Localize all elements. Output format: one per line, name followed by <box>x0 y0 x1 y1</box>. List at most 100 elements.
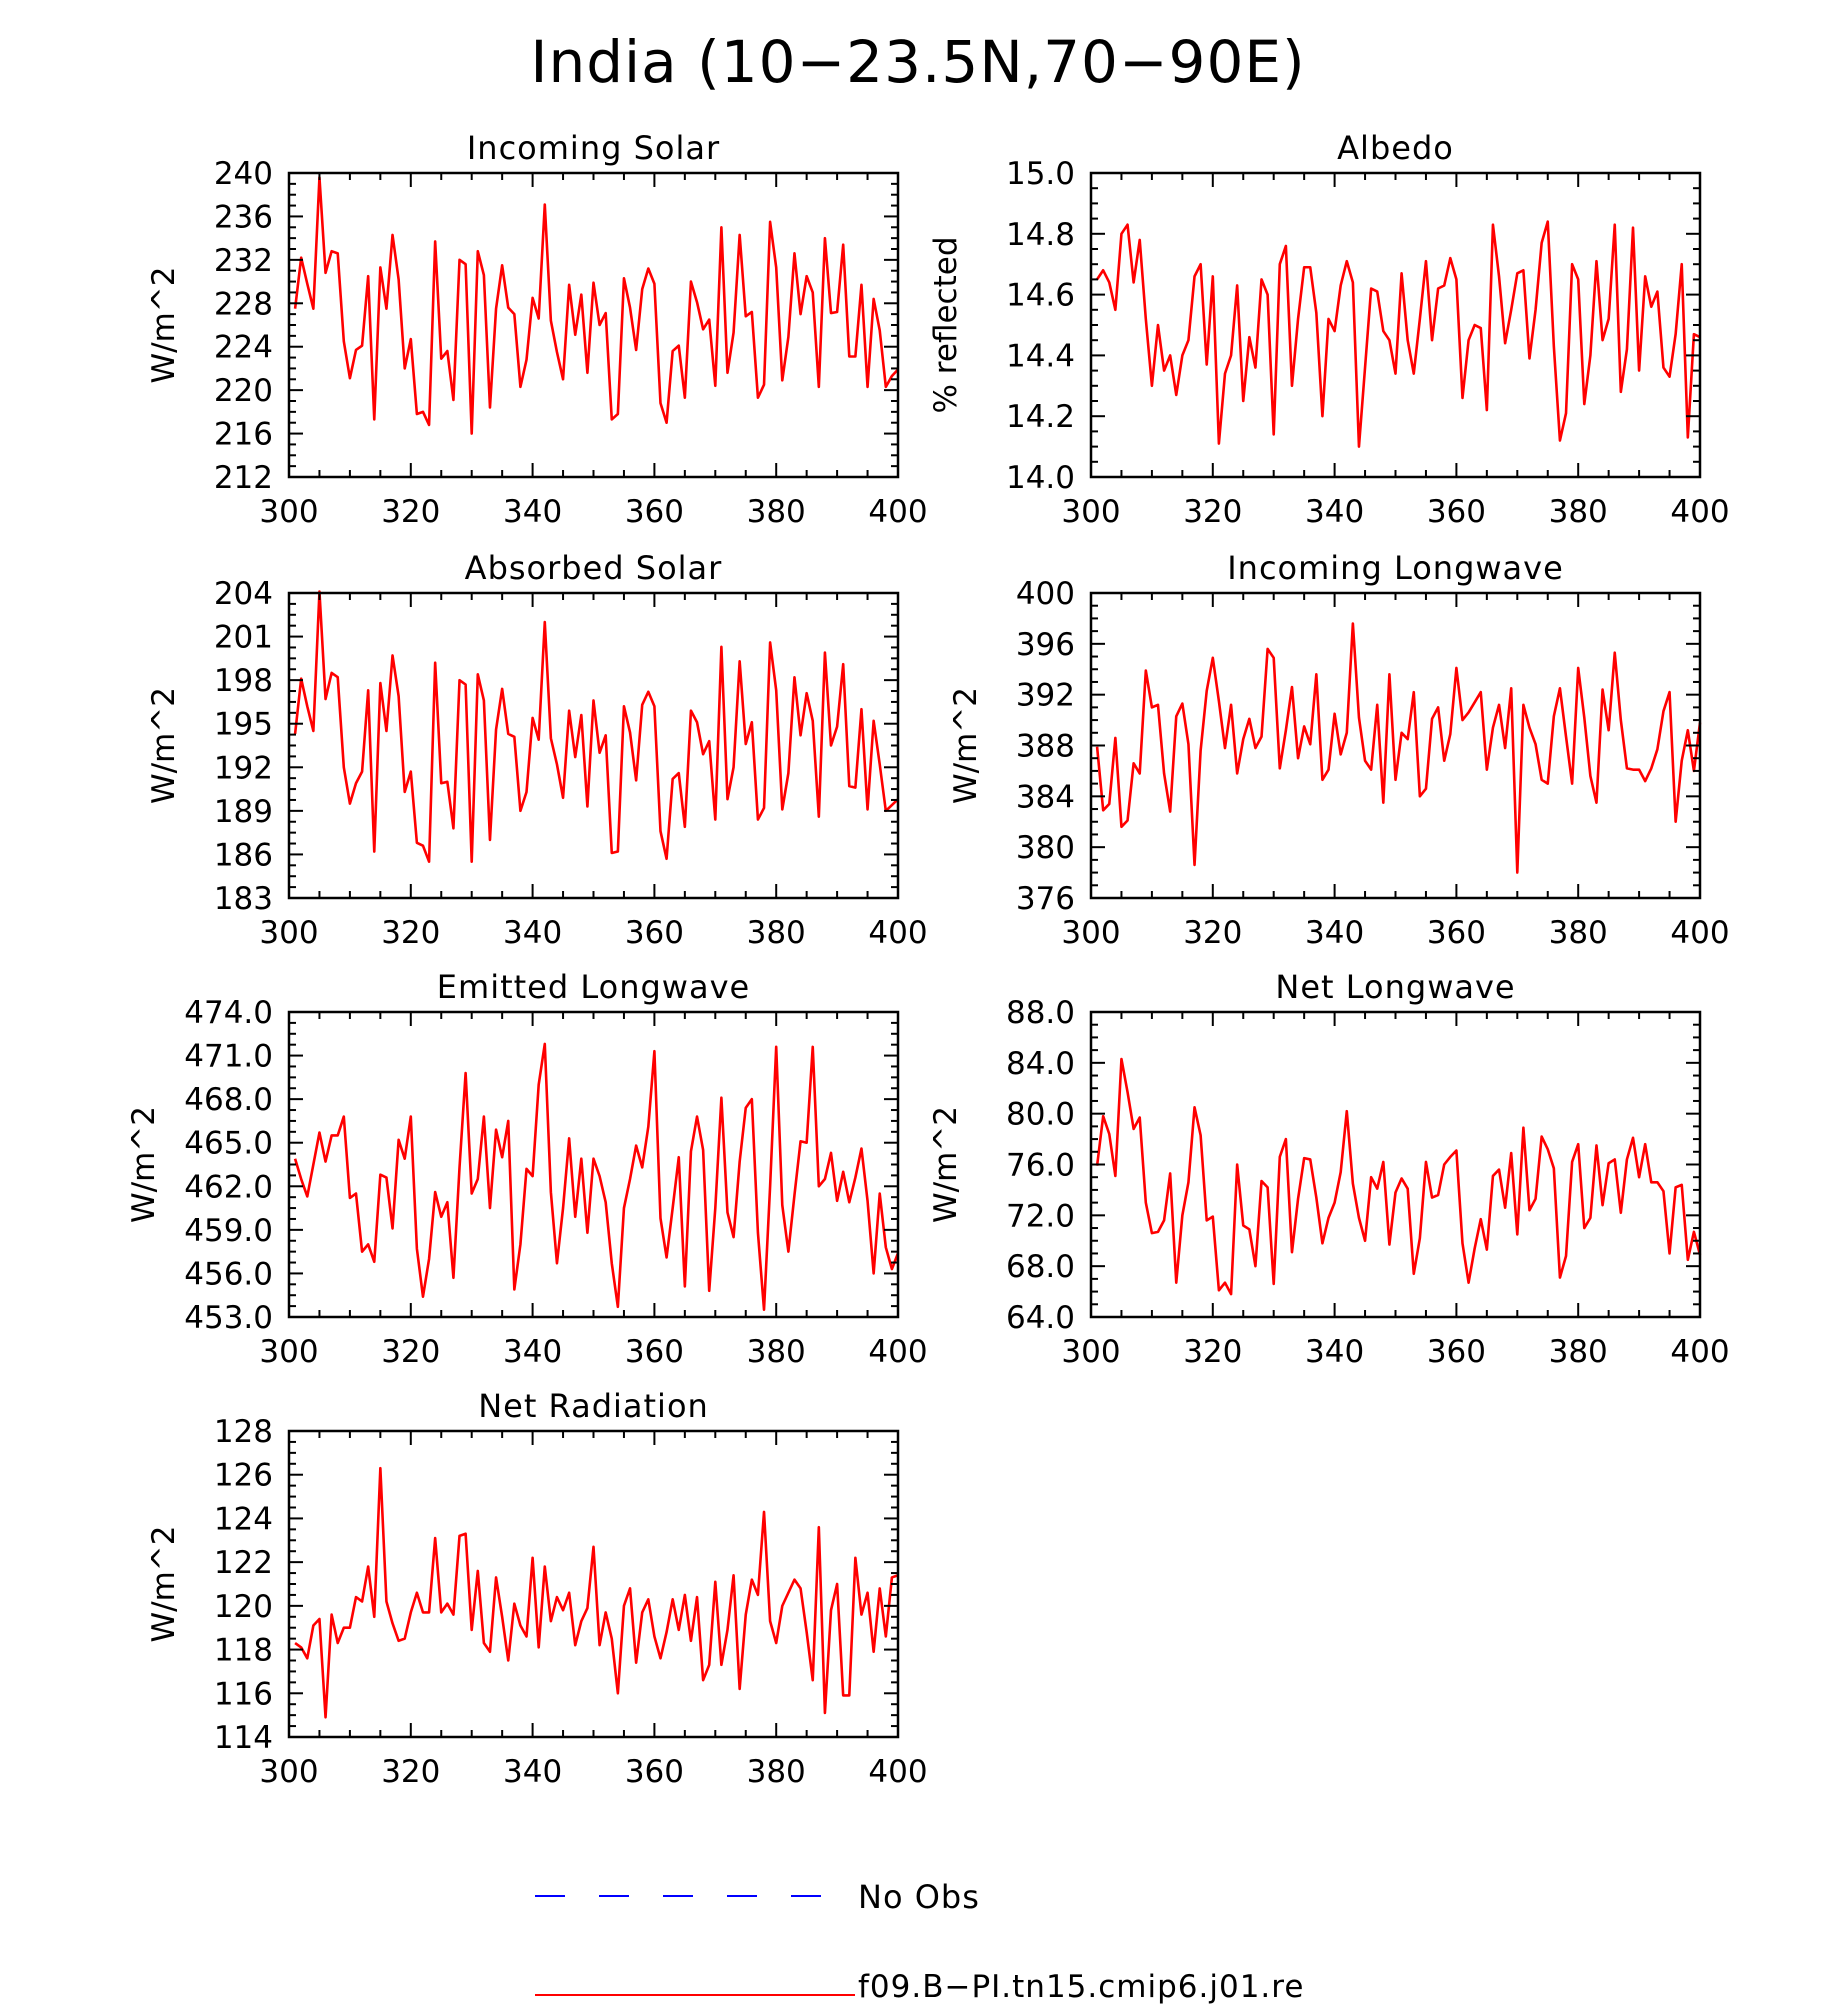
panel-title: Net Radiation <box>478 1387 709 1425</box>
chart-panel-3: 300 320 340 360 380 400 183 186 189 192 195 198 201 2… <box>146 549 928 951</box>
x-tick-label: 400 <box>1670 915 1729 951</box>
x-tick-label: 340 <box>503 1334 562 1370</box>
y-tick-label: 88.0 <box>1006 995 1075 1031</box>
y-tick-label: 189 <box>214 794 273 830</box>
y-tick-label: 396 <box>1016 627 1075 663</box>
x-tick-label: 300 <box>259 1754 318 1790</box>
y-axis-label: W/m^2 <box>146 687 182 804</box>
y-tick-label: 118 <box>214 1633 273 1669</box>
y-tick-label: 186 <box>214 837 273 873</box>
series-line <box>1095 1057 1702 1296</box>
series-line <box>1095 622 1702 874</box>
y-tick-label: 116 <box>214 1676 273 1712</box>
y-tick-label: 68.0 <box>1006 1249 1075 1285</box>
y-tick-label: 80.0 <box>1006 1097 1075 1133</box>
x-tick-label: 340 <box>1305 1334 1364 1370</box>
y-axis-label: W/m^2 <box>948 687 984 804</box>
y-tick-label: 459.0 <box>184 1213 273 1249</box>
x-tick-label: 340 <box>503 494 562 530</box>
y-tick-label: 468.0 <box>184 1082 273 1118</box>
x-tick-label: 320 <box>1183 494 1242 530</box>
y-tick-label: 14.8 <box>1006 217 1075 253</box>
y-tick-label: 232 <box>214 243 273 279</box>
x-tick-label: 320 <box>381 915 440 951</box>
x-tick-label: 400 <box>868 915 927 951</box>
y-tick-label: 14.6 <box>1006 278 1075 314</box>
y-tick-label: 64.0 <box>1006 1300 1075 1336</box>
y-tick-label: 228 <box>214 286 273 322</box>
y-tick-label: 192 <box>214 750 273 786</box>
y-axis-label: W/m^2 <box>146 1526 182 1643</box>
panel-title: Absorbed Solar <box>465 549 723 587</box>
y-tick-label: 220 <box>214 373 273 409</box>
x-tick-label: 400 <box>1670 494 1729 530</box>
y-tick-label: 384 <box>1016 779 1075 815</box>
panel-title: Incoming Longwave <box>1227 549 1564 587</box>
y-tick-label: 465.0 <box>184 1126 273 1162</box>
x-tick-label: 340 <box>503 915 562 951</box>
x-tick-label: 320 <box>381 494 440 530</box>
chart-panel-7: 300 320 340 360 380 400 114 116 118 120 122 124 126 1… <box>146 1387 928 1790</box>
chart-panel-6: 300 320 340 360 380 400 64.0 68.0 72.0 76.0 80.0 84… <box>928 968 1730 1370</box>
x-tick-label: 360 <box>1427 915 1486 951</box>
x-tick-label: 400 <box>868 1334 927 1370</box>
y-tick-label: 236 <box>214 199 273 235</box>
y-tick-label: 14.2 <box>1006 399 1075 435</box>
panels: 300 320 340 360 380 400 212 216 220 224 228 232 236 2… <box>126 129 1730 1790</box>
chart-panel-5: 300 320 340 360 380 400 453.0 456.0 459.0 462.0 46… <box>126 968 928 1370</box>
x-tick-label: 360 <box>625 494 684 530</box>
y-tick-label: 14.4 <box>1006 338 1075 374</box>
x-tick-label: 300 <box>259 1334 318 1370</box>
chart-panel-2: 300 320 340 360 380 400 14.0 14.2 14.4 14.6 14.8 15… <box>928 129 1730 530</box>
plot-frame <box>287 591 900 900</box>
y-tick-label: 120 <box>214 1589 273 1625</box>
x-tick-label: 380 <box>747 1334 806 1370</box>
x-tick-label: 300 <box>1061 1334 1120 1370</box>
y-tick-label: 392 <box>1016 678 1075 714</box>
x-tick-label: 300 <box>259 494 318 530</box>
series-line <box>1096 220 1701 448</box>
plot-frame <box>287 171 900 479</box>
panel-title: Albedo <box>1337 129 1454 167</box>
series-line <box>293 176 899 435</box>
y-tick-label: 114 <box>214 1720 273 1756</box>
y-tick-label: 224 <box>214 330 273 366</box>
x-tick-label: 400 <box>868 1754 927 1790</box>
x-tick-label: 360 <box>625 915 684 951</box>
y-tick-label: 240 <box>214 156 273 192</box>
y-tick-label: 84.0 <box>1006 1046 1075 1082</box>
x-tick-label: 320 <box>381 1334 440 1370</box>
x-tick-label: 400 <box>868 494 927 530</box>
chart-panel-4: 300 320 340 360 380 400 376 380 384 388 392 396 400 I… <box>948 549 1730 951</box>
y-tick-label: 72.0 <box>1006 1198 1075 1234</box>
x-tick-label: 380 <box>747 915 806 951</box>
x-tick-label: 300 <box>1061 494 1120 530</box>
plot-frame <box>1089 171 1702 479</box>
x-tick-label: 300 <box>1061 915 1120 951</box>
x-tick-label: 360 <box>1427 494 1486 530</box>
y-tick-label: 380 <box>1016 830 1075 866</box>
x-tick-label: 320 <box>1183 1334 1242 1370</box>
y-tick-label: 198 <box>214 663 273 699</box>
y-tick-label: 376 <box>1016 881 1075 917</box>
y-tick-label: 216 <box>214 417 273 453</box>
x-tick-label: 320 <box>381 1754 440 1790</box>
x-tick-label: 360 <box>1427 1334 1486 1370</box>
y-axis-label: W/m^2 <box>928 1106 964 1223</box>
y-tick-label: 128 <box>214 1414 273 1450</box>
y-axis-label: W/m^2 <box>146 267 182 384</box>
figure-title: India (10−23.5N,70−90E) <box>530 28 1305 96</box>
x-tick-label: 380 <box>1549 915 1608 951</box>
y-tick-label: 453.0 <box>184 1300 273 1336</box>
chart-panel-1: 300 320 340 360 380 400 212 216 220 224 228 232 236 2… <box>146 129 928 530</box>
x-tick-label: 320 <box>1183 915 1242 951</box>
panel-title: Net Longwave <box>1275 968 1515 1006</box>
x-tick-label: 340 <box>1305 494 1364 530</box>
y-tick-label: 462.0 <box>184 1169 273 1205</box>
panel-title: Emitted Longwave <box>437 968 750 1006</box>
y-tick-label: 400 <box>1016 576 1075 612</box>
legend: No Obs f09.B−PI.tn15.cmip6.j01.re <box>535 1878 1303 2005</box>
plot-frame <box>1089 591 1702 900</box>
y-axis-label: % reflected <box>928 237 964 414</box>
